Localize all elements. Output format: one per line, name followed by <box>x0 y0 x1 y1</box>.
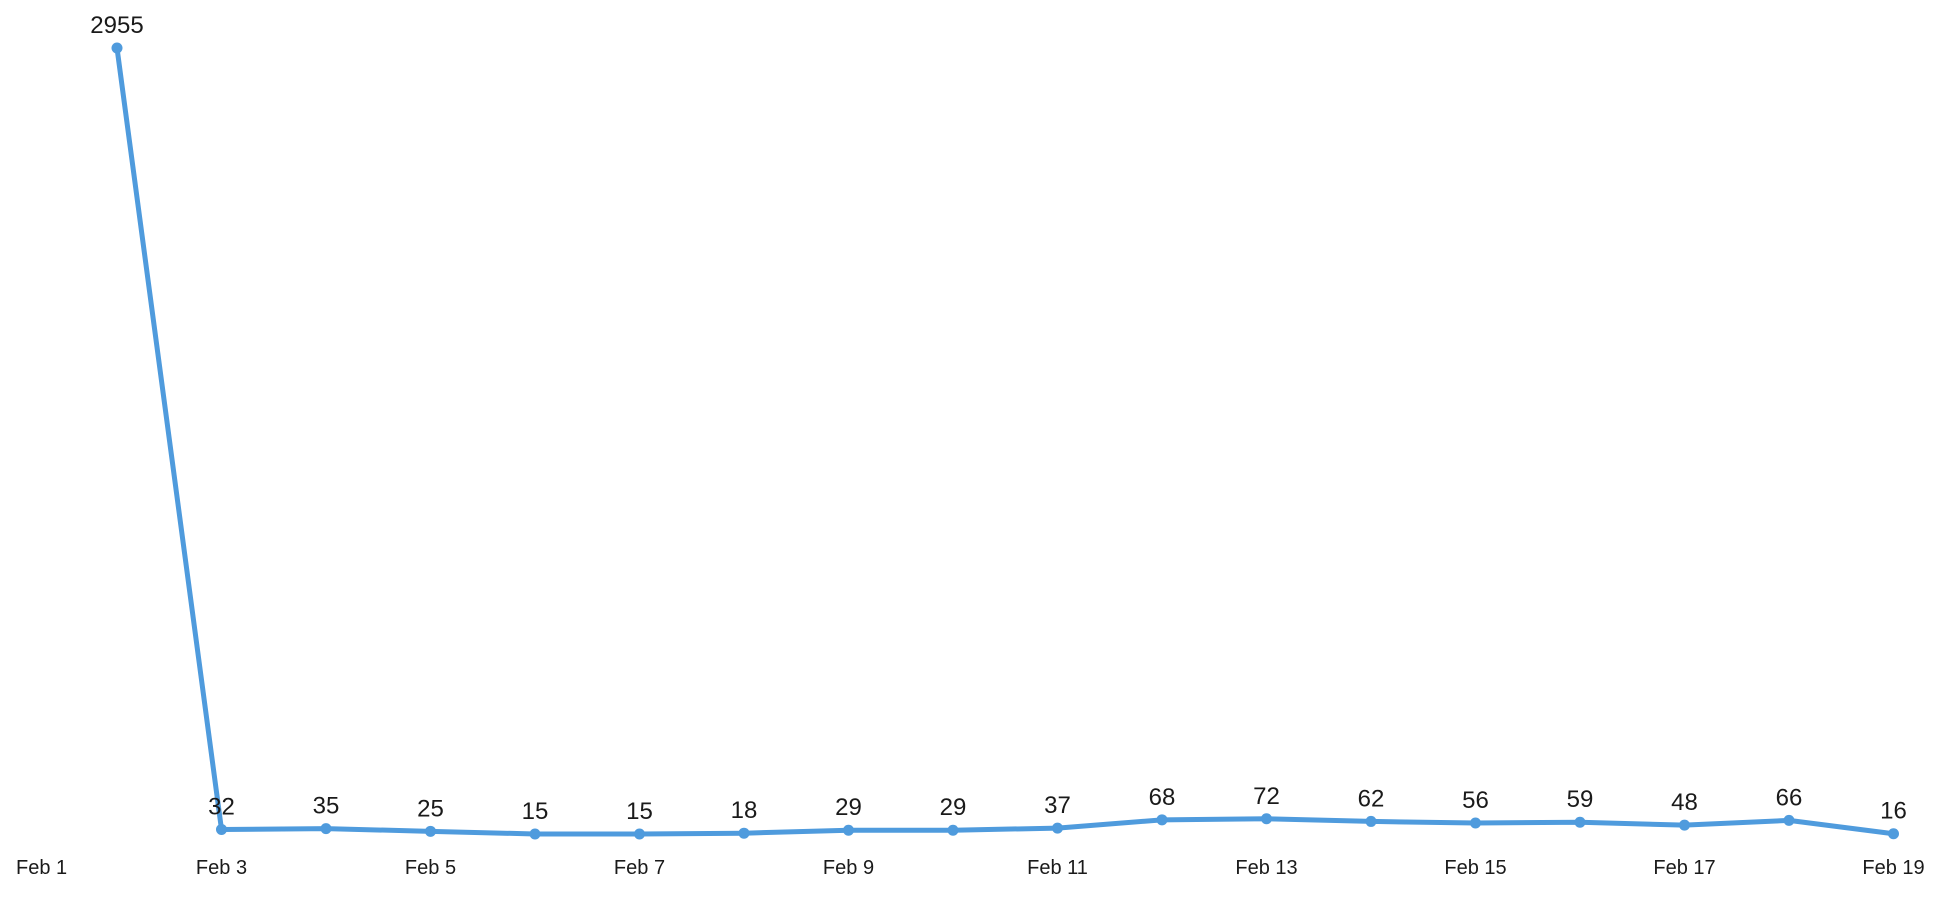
data-point <box>738 827 750 839</box>
data-point <box>1888 828 1899 840</box>
data-point <box>1679 819 1690 831</box>
data-point <box>529 828 541 840</box>
data-labels: 2955 32 35 25 15 15 18 29 29 37 68 72 62 56 59 48 66 16 <box>90 12 1907 825</box>
data-label: 48 <box>1671 789 1698 816</box>
data-label: 72 <box>1253 783 1280 810</box>
data-point <box>425 825 436 837</box>
data-label: 59 <box>1567 786 1594 813</box>
data-label: 16 <box>1880 798 1907 825</box>
x-axis-ticks: Feb 1 Feb 3 Feb 5 Feb 7 Feb 9 Feb 11 Feb 13 Feb… <box>16 857 1925 879</box>
data-label: 37 <box>1044 792 1071 819</box>
data-point <box>320 823 332 835</box>
data-point <box>843 824 854 836</box>
data-label: 25 <box>417 795 444 822</box>
data-point <box>1261 813 1272 825</box>
data-point <box>947 824 959 836</box>
data-label: 68 <box>1149 784 1176 811</box>
data-label: 35 <box>313 793 340 820</box>
data-label: 56 <box>1462 787 1489 814</box>
x-tick-label: Feb 17 <box>1653 857 1715 879</box>
data-point <box>1574 816 1586 828</box>
data-point <box>1365 815 1377 827</box>
x-tick-label: Feb 13 <box>1235 857 1297 879</box>
data-point <box>634 828 645 840</box>
x-tick-label: Feb 3 <box>196 857 247 879</box>
data-points <box>111 42 1899 840</box>
data-label: 66 <box>1776 784 1803 811</box>
data-label: 62 <box>1358 785 1385 812</box>
data-label: 29 <box>835 794 862 821</box>
data-point <box>216 823 227 835</box>
data-label: 18 <box>731 797 758 824</box>
data-point <box>1156 814 1168 826</box>
data-point <box>1470 817 1481 829</box>
data-point <box>1052 822 1063 834</box>
x-tick-label: Feb 19 <box>1862 857 1924 879</box>
data-label: 2955 <box>90 12 143 39</box>
data-label: 15 <box>522 798 549 825</box>
x-tick-label: Feb 7 <box>614 857 665 879</box>
series-line <box>114 45 1896 837</box>
data-label: 15 <box>626 798 653 825</box>
data-label: 32 <box>208 793 235 820</box>
x-tick-label: Feb 9 <box>823 857 874 879</box>
data-point <box>1783 814 1795 826</box>
x-tick-label: Feb 5 <box>405 857 456 879</box>
x-tick-label: Feb 1 <box>16 857 67 879</box>
data-point <box>111 42 123 54</box>
series-line-group <box>114 45 1896 837</box>
data-label: 29 <box>940 794 967 821</box>
x-tick-label: Feb 11 <box>1027 857 1088 879</box>
x-tick-label: Feb 15 <box>1444 857 1506 879</box>
